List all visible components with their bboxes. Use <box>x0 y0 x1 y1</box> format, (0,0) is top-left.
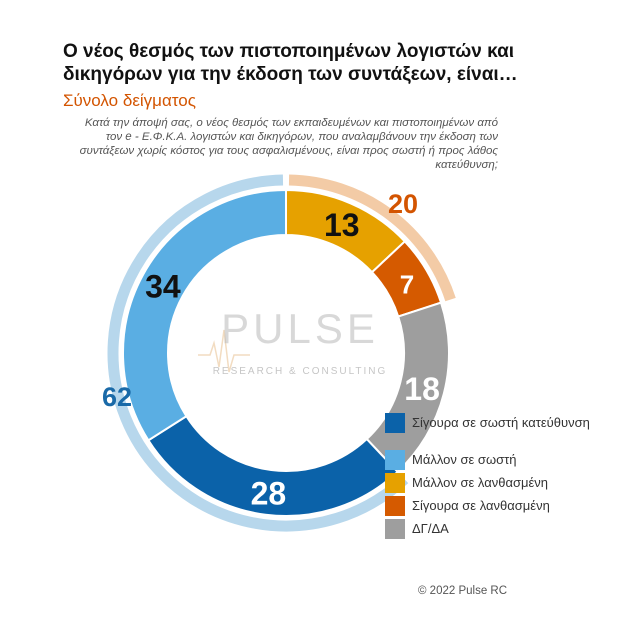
watermark-brand: PULSE <box>221 305 379 352</box>
legend-label: Σίγουρα σε λανθασμένη <box>412 498 550 513</box>
pulse-watermark: PULSE RESEARCH & CONSULTING <box>198 305 388 377</box>
group-labels: 62 20 <box>102 189 418 412</box>
legend-label: ΔΓ/ΔΑ <box>412 521 449 536</box>
legend-label: Σίγουρα σε σωστή κατεύθυνση <box>412 415 590 430</box>
chart-subtitle: Σύνολο δείγματος <box>63 91 196 110</box>
survey-question: Κατά την άποψή σας, ο νέος θεσμός των εκ… <box>79 117 498 171</box>
slice-rather-right <box>122 188 287 442</box>
slice-value-label: 34 <box>145 268 181 304</box>
legend-swatch <box>385 496 405 516</box>
legend-swatch <box>385 450 405 470</box>
legend-swatch <box>385 473 405 493</box>
group-arcs <box>107 174 456 532</box>
slice-labels: 13 7 18 28 34 <box>145 207 440 511</box>
group-arc-positive <box>107 174 409 532</box>
chart-title: Ο νέος θεσμός των πιστοποιημένων λογιστώ… <box>63 41 518 85</box>
legend-label: Μάλλον σε λανθασμένη <box>412 475 549 490</box>
donut-slices <box>122 188 450 517</box>
slice-value-label: 18 <box>404 371 440 407</box>
legend-swatch <box>385 413 405 433</box>
legend-swatch <box>385 519 405 539</box>
group-arc-negative <box>288 174 456 302</box>
legend-label: Μάλλον σε σωστή <box>412 452 517 467</box>
slice-value-label: 7 <box>400 269 414 299</box>
group-label-negative: 20 <box>388 189 418 219</box>
slice-value-label: 13 <box>324 207 360 243</box>
group-label-positive: 62 <box>102 382 132 412</box>
watermark-tagline: RESEARCH & CONSULTING <box>213 366 388 377</box>
slice-value-label: 28 <box>251 475 287 511</box>
copyright-footer: © 2022 Pulse RC <box>418 585 508 597</box>
